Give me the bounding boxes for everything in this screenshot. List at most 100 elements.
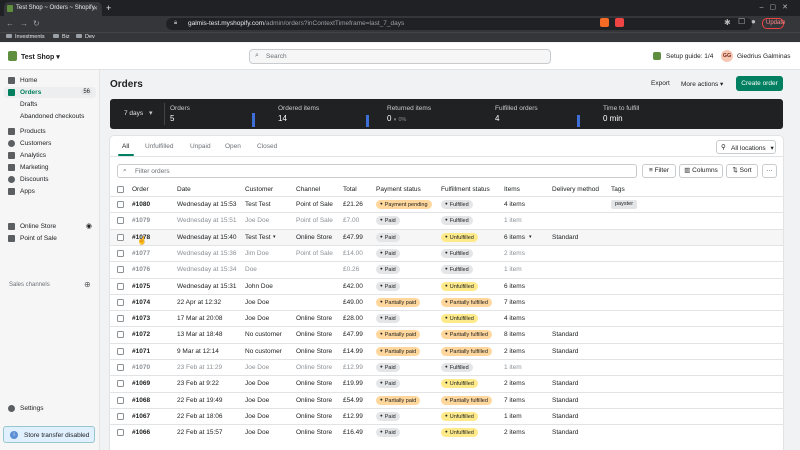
puzzle-icon[interactable]: ✱ bbox=[724, 18, 731, 27]
search-input[interactable]: ⌕ Search bbox=[249, 49, 551, 64]
table-row[interactable]: #1068 22 Feb at 19:49 Joe Doe Online Store £… bbox=[110, 391, 783, 408]
filter-orders-input[interactable]: ⌕ Filter orders bbox=[117, 164, 637, 178]
order-id-link[interactable]: #1068 bbox=[132, 396, 151, 404]
order-customer[interactable]: Test Test bbox=[245, 233, 271, 241]
order-customer[interactable]: Joe Doe bbox=[245, 380, 270, 388]
order-items[interactable]: 4 items bbox=[504, 315, 525, 323]
table-row[interactable]: #1076 Wednesday at 15:34 Doe £0.26 Paid Fulfi… bbox=[110, 261, 783, 277]
row-checkbox[interactable] bbox=[117, 249, 124, 257]
col-delivery[interactable]: Delivery method bbox=[552, 186, 599, 193]
order-customer[interactable]: No customer bbox=[245, 331, 282, 339]
row-checkbox[interactable] bbox=[117, 396, 124, 404]
more-actions-button[interactable]: More actions ▾ bbox=[681, 81, 724, 88]
order-items[interactable]: 1 item bbox=[504, 412, 522, 420]
tab-closed[interactable]: Closed bbox=[257, 143, 278, 150]
filter-button[interactable]: ≡ Filter bbox=[642, 164, 676, 178]
create-order-button[interactable]: Create order bbox=[736, 76, 783, 91]
sidebar-item-analytics[interactable]: Analytics bbox=[4, 150, 96, 161]
table-row[interactable]: #1075 Wednesday at 15:31 John Doe £42.00 Pai… bbox=[110, 277, 783, 294]
tab-unpaid[interactable]: Unpaid bbox=[190, 143, 211, 150]
period-picker[interactable]: 7 days ▾ bbox=[116, 99, 164, 129]
order-items[interactable]: 6 items bbox=[504, 233, 525, 241]
table-row[interactable]: #1069 23 Feb at 9:22 Joe Doe Online Store £1… bbox=[110, 375, 783, 391]
bookmark-dev[interactable]: Dev bbox=[76, 34, 95, 40]
sidebar-item-products[interactable]: Products bbox=[4, 126, 96, 137]
close-tab-icon[interactable]: ✕ bbox=[92, 6, 98, 12]
row-checkbox[interactable] bbox=[117, 233, 124, 241]
sidebar-item-pos[interactable]: Point of Sale bbox=[4, 233, 96, 244]
row-checkbox[interactable] bbox=[117, 429, 124, 437]
col-payment[interactable]: Payment status bbox=[376, 186, 421, 193]
sidebar-item-drafts[interactable]: Drafts bbox=[20, 101, 38, 108]
table-row[interactable]: #1073 17 Mar at 20:08 Joe Doe Online Store £… bbox=[110, 310, 783, 326]
col-tags[interactable]: Tags bbox=[611, 186, 625, 193]
setup-guide-button[interactable]: Setup guide: 1/4 bbox=[666, 53, 714, 60]
order-customer[interactable]: No customer bbox=[245, 347, 282, 355]
stat-returned-items[interactable]: Returned items 0 ▾ 0% bbox=[387, 99, 487, 129]
col-customer[interactable]: Customer bbox=[245, 186, 274, 193]
order-customer[interactable]: Joe Doe bbox=[245, 412, 270, 420]
brave-shield-icon[interactable] bbox=[600, 18, 609, 27]
sidebar-item-abandoned[interactable]: Abandoned checkouts bbox=[20, 113, 85, 120]
order-id-link[interactable]: #1079 bbox=[132, 217, 151, 225]
chevron-down-icon[interactable]: ▾ bbox=[529, 233, 532, 240]
bookmark-icon[interactable]: ☐ bbox=[738, 17, 746, 26]
order-customer[interactable]: Joe Doe bbox=[245, 364, 270, 371]
back-icon[interactable]: ← bbox=[6, 19, 14, 28]
order-id-link[interactable]: #1074 bbox=[132, 298, 151, 306]
stat-ordered-items[interactable]: Ordered items 14 bbox=[278, 99, 378, 129]
order-items[interactable]: 7 items bbox=[504, 298, 525, 306]
row-checkbox[interactable] bbox=[117, 364, 124, 371]
order-items[interactable]: 1 item bbox=[504, 266, 522, 274]
tab-unfulfilled[interactable]: Unfulfilled bbox=[145, 143, 174, 150]
order-items[interactable]: 2 items bbox=[504, 429, 525, 437]
add-channel-icon[interactable]: ⊕ bbox=[84, 280, 91, 289]
order-customer[interactable]: Joe Doe bbox=[245, 298, 270, 306]
table-row[interactable]: #1079 Wednesday at 15:51 Joe Doe Point of S… bbox=[110, 212, 783, 228]
order-items[interactable]: 6 items bbox=[504, 282, 525, 290]
order-customer[interactable]: Joe Doe bbox=[245, 396, 270, 404]
col-channel[interactable]: Channel bbox=[296, 186, 321, 193]
sidebar-item-online-store[interactable]: Online Store ◉ bbox=[4, 221, 96, 232]
table-row[interactable]: #1072 13 Mar at 18:48 No customer Online St… bbox=[110, 326, 783, 342]
sidebar-item-marketing[interactable]: Marketing bbox=[4, 162, 96, 173]
stat-orders[interactable]: Orders 5 bbox=[170, 99, 270, 129]
stat-fulfilled-orders[interactable]: Fulfilled orders 4 bbox=[495, 99, 595, 129]
col-items[interactable]: Items bbox=[504, 186, 520, 193]
sidebar-item-orders[interactable]: Orders 56 bbox=[4, 87, 96, 98]
chevron-down-icon[interactable]: ▾ bbox=[273, 233, 276, 240]
order-customer[interactable]: Joe Doe bbox=[245, 429, 270, 437]
order-id-link[interactable]: #1078 bbox=[132, 233, 151, 241]
order-items[interactable]: 7 items bbox=[504, 396, 525, 404]
col-total[interactable]: Total bbox=[343, 186, 357, 193]
order-id-link[interactable]: #1075 bbox=[132, 282, 151, 290]
order-id-link[interactable]: #1080 bbox=[132, 201, 151, 208]
update-button[interactable]: Update bbox=[762, 18, 785, 29]
table-row[interactable]: #1078 Wednesday at 15:40 Test Test Online S… bbox=[110, 228, 783, 245]
order-customer[interactable]: Jim Doe bbox=[245, 249, 269, 257]
bookmark-biz[interactable]: Biz bbox=[53, 34, 70, 40]
sidebar-item-settings[interactable]: Settings bbox=[4, 403, 96, 414]
order-items[interactable]: 2 items bbox=[504, 380, 525, 388]
browser-tab[interactable]: Test Shop ~ Orders ~ Shopify ✕ bbox=[4, 2, 102, 16]
order-id-link[interactable]: #1077 bbox=[132, 249, 151, 257]
sidebar-item-customers[interactable]: Customers bbox=[4, 138, 96, 149]
sidebar-item-discounts[interactable]: Discounts bbox=[4, 174, 96, 185]
tab-open[interactable]: Open bbox=[225, 143, 241, 150]
order-id-link[interactable]: #1076 bbox=[132, 266, 151, 274]
avatar[interactable]: GG bbox=[721, 50, 733, 62]
order-customer[interactable]: John Doe bbox=[245, 282, 273, 290]
sidebar-item-apps[interactable]: Apps bbox=[4, 186, 96, 197]
select-all-checkbox[interactable] bbox=[117, 186, 124, 193]
row-checkbox[interactable] bbox=[117, 380, 124, 388]
order-id-link[interactable]: #1069 bbox=[132, 380, 151, 388]
order-customer[interactable]: Test Test bbox=[245, 201, 271, 208]
table-row[interactable]: #1066 22 Feb at 15:57 Joe Doe Online Store £… bbox=[110, 424, 783, 440]
order-items[interactable]: 2 items bbox=[504, 347, 525, 355]
order-id-link[interactable]: #1071 bbox=[132, 347, 151, 355]
table-row[interactable]: #1080 Wednesday at 15:53 Test Test Point of… bbox=[110, 196, 783, 212]
col-order[interactable]: Order bbox=[132, 186, 149, 193]
order-customer[interactable]: Joe Doe bbox=[245, 315, 270, 323]
row-checkbox[interactable] bbox=[117, 347, 124, 355]
row-checkbox[interactable] bbox=[117, 266, 124, 274]
